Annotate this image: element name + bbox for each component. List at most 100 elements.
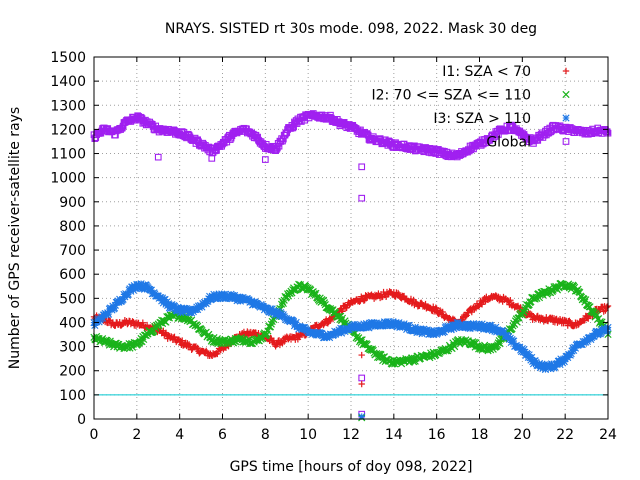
data-point xyxy=(520,345,528,354)
data-point xyxy=(374,321,383,329)
data-point xyxy=(198,303,206,311)
data-point xyxy=(350,320,359,329)
data-point xyxy=(468,308,475,316)
data-point xyxy=(553,359,562,368)
data-point xyxy=(260,303,268,311)
data-point xyxy=(248,297,256,305)
data-point xyxy=(286,289,294,298)
y-tick-label: 700 xyxy=(59,243,86,259)
data-point xyxy=(547,360,556,368)
data-layer xyxy=(90,110,612,422)
y-tick-label: 400 xyxy=(59,315,86,331)
outlier-point xyxy=(358,412,366,421)
data-point xyxy=(585,315,592,322)
y-tick-label: 600 xyxy=(59,267,86,283)
data-point xyxy=(111,301,120,309)
data-point xyxy=(318,330,326,338)
data-point xyxy=(338,306,345,314)
chart-title: NRAYS. SISTED rt 30s mode. 098, 2022. Ma… xyxy=(165,21,537,37)
data-point xyxy=(518,344,526,353)
data-point xyxy=(397,321,405,329)
data-point xyxy=(536,364,544,372)
outlier-point xyxy=(358,351,365,359)
x-tick-label: 10 xyxy=(299,427,317,443)
series-3 xyxy=(90,280,612,374)
data-point xyxy=(583,337,592,346)
data-point xyxy=(98,314,107,322)
data-point xyxy=(551,363,559,371)
data-point xyxy=(528,353,536,361)
data-point xyxy=(110,304,119,312)
legend-marker xyxy=(562,114,570,122)
data-point xyxy=(236,293,244,301)
data-point xyxy=(389,318,397,326)
data-point xyxy=(222,294,230,302)
data-point xyxy=(507,297,514,304)
outliers xyxy=(154,153,366,422)
y-tick-label: 1100 xyxy=(50,147,86,163)
data-point xyxy=(359,322,367,331)
x-tick-label: 24 xyxy=(599,427,617,443)
data-point xyxy=(439,308,446,316)
x-ticks: 0 2 4 6 8 10 12 14 16 18 20 22 24 xyxy=(90,57,617,443)
y-tick-label: 1400 xyxy=(50,74,86,90)
data-point xyxy=(433,305,440,312)
outlier-point xyxy=(208,155,216,162)
legend-label: I1: SZA < 70 xyxy=(442,64,531,80)
data-point xyxy=(556,360,564,369)
x-tick-label: 0 xyxy=(90,427,99,443)
y-ticks: 0 100 200 300 400 500 600 700 800 900 1000 1100 1200… xyxy=(50,50,608,428)
y-tick-label: 1000 xyxy=(50,171,86,187)
data-point xyxy=(220,290,228,298)
data-point xyxy=(603,327,611,335)
data-point xyxy=(273,144,281,152)
y-tick-label: 100 xyxy=(59,388,86,404)
data-point xyxy=(95,318,103,326)
data-point xyxy=(360,297,368,304)
data-point xyxy=(290,123,297,131)
legend-marker xyxy=(562,67,570,75)
data-point xyxy=(274,308,282,316)
data-point xyxy=(324,320,332,327)
data-point xyxy=(319,296,328,304)
x-tick-label: 4 xyxy=(175,427,184,443)
data-point xyxy=(566,317,573,324)
data-point xyxy=(592,310,600,318)
data-point xyxy=(440,328,448,336)
data-point xyxy=(405,321,413,329)
legend-label: I2: 70 <= SZA <= 110 xyxy=(371,88,531,104)
data-point xyxy=(137,280,145,288)
data-point xyxy=(292,318,300,327)
y-tick-label: 1200 xyxy=(50,122,86,138)
data-point xyxy=(290,317,298,326)
data-point xyxy=(385,318,393,326)
data-point xyxy=(478,320,486,328)
data-point xyxy=(546,363,554,371)
data-point xyxy=(560,358,568,366)
data-point xyxy=(115,298,123,306)
y-tick-label: 800 xyxy=(59,219,86,235)
data-point xyxy=(492,323,500,331)
outlier-point xyxy=(358,380,365,388)
data-point xyxy=(427,330,435,338)
data-point xyxy=(194,344,201,352)
data-point xyxy=(462,313,469,320)
data-point xyxy=(447,326,455,334)
data-point xyxy=(91,321,99,330)
data-point xyxy=(590,332,598,340)
data-point xyxy=(394,289,402,297)
data-point xyxy=(362,319,371,328)
outlier-point xyxy=(154,153,162,161)
data-point xyxy=(481,325,489,333)
outlier-point xyxy=(261,156,269,163)
legend-marker xyxy=(562,138,570,145)
data-point xyxy=(423,326,431,334)
data-point xyxy=(393,323,401,331)
data-point xyxy=(179,337,186,344)
data-point xyxy=(91,135,99,142)
data-point xyxy=(603,303,611,310)
data-point xyxy=(212,291,221,299)
data-point xyxy=(494,339,502,347)
data-point xyxy=(159,299,167,307)
data-point xyxy=(510,337,518,345)
